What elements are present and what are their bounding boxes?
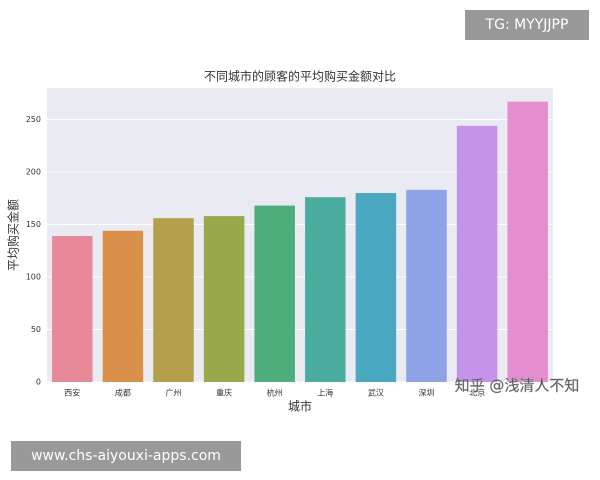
- y-tick-label: 150: [26, 220, 41, 229]
- footer-url: www.chs-aiyouxi-apps.com: [31, 448, 221, 464]
- y-tick-label: 0: [36, 378, 41, 387]
- y-axis-label: 平均购买金额: [6, 199, 21, 271]
- x-tick-label: 武汉: [368, 388, 384, 398]
- chart-title: 不同城市的顾客的平均购买金额对比: [204, 69, 396, 84]
- bar: [52, 236, 93, 382]
- bar: [203, 216, 245, 382]
- bar: [406, 189, 447, 382]
- y-tick-label: 200: [26, 168, 41, 177]
- bars: [52, 101, 548, 383]
- y-tick-label: 50: [31, 325, 41, 334]
- x-tick-label: 北京: [469, 388, 485, 398]
- bar: [355, 193, 397, 382]
- x-tick-label: 杭州: [267, 388, 283, 398]
- bar: [305, 197, 346, 382]
- badge-box: [465, 10, 589, 40]
- x-tick-label: 重庆: [216, 388, 232, 398]
- watermark: 知乎 @浅清人不知: [455, 377, 580, 395]
- x-axis-label: 城市: [288, 399, 312, 414]
- y-tick-label: 250: [26, 115, 41, 124]
- footer-box: [11, 441, 241, 471]
- bar: [456, 125, 498, 383]
- x-tick-label: 西安: [64, 388, 80, 398]
- x-tick-label: 广州: [166, 388, 182, 398]
- x-tick-label: 成都: [115, 388, 131, 398]
- bar: [507, 101, 548, 383]
- x-tick-label: 深圳: [419, 388, 435, 398]
- bar: [102, 230, 144, 382]
- y-tick-label: 100: [26, 273, 41, 282]
- bar: [153, 218, 194, 382]
- bar: [254, 205, 295, 382]
- x-tick-label: 上海: [317, 388, 333, 398]
- badge: TG: MYYJJPP: [485, 17, 569, 33]
